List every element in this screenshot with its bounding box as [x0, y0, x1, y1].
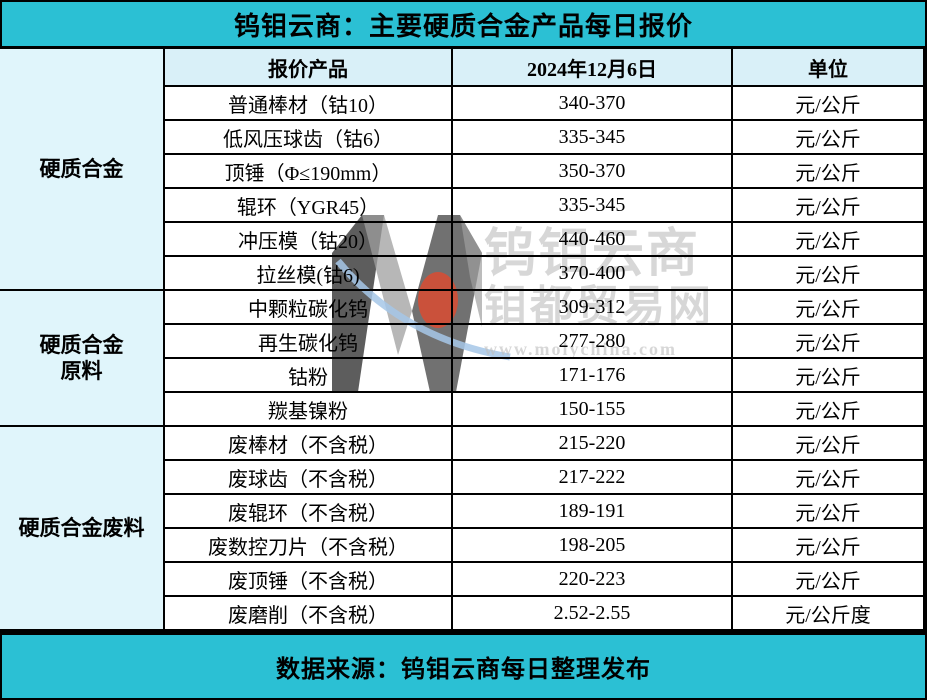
- price-cell: 2.52-2.55: [453, 597, 733, 631]
- price-cell: 309-312: [453, 291, 733, 325]
- product-cell: 普通棒材（钴10）: [165, 87, 453, 121]
- category-cell-raw-material: 硬质合金 原料: [0, 291, 165, 427]
- price-cell: 440-460: [453, 223, 733, 257]
- unit-cell: 元/公斤: [733, 257, 925, 291]
- product-cell: 钴粉: [165, 359, 453, 393]
- unit-cell: 元/公斤: [733, 291, 925, 325]
- unit-cell: 元/公斤: [733, 121, 925, 155]
- product-cell: 废数控刀片（不含税）: [165, 529, 453, 563]
- product-cell: 废辊环（不含税）: [165, 495, 453, 529]
- price-cell: 171-176: [453, 359, 733, 393]
- price-cell: 198-205: [453, 529, 733, 563]
- unit-cell: 元/公斤: [733, 189, 925, 223]
- column-header-date: 2024年12月6日: [453, 49, 733, 87]
- price-cell: 217-222: [453, 461, 733, 495]
- unit-cell: 元/公斤: [733, 359, 925, 393]
- price-cell: 150-155: [453, 393, 733, 427]
- product-cell: 再生碳化钨: [165, 325, 453, 359]
- product-cell: 冲压模（钴20）: [165, 223, 453, 257]
- unit-cell: 元/公斤: [733, 427, 925, 461]
- category-label-line2: 原料: [60, 359, 103, 383]
- unit-cell: 元/公斤: [733, 87, 925, 121]
- product-cell: 废顶锤（不含税）: [165, 563, 453, 597]
- unit-cell: 元/公斤度: [733, 597, 925, 631]
- category-cell-scrap: 硬质合金废料: [0, 427, 165, 631]
- price-cell: 277-280: [453, 325, 733, 359]
- price-cell: 370-400: [453, 257, 733, 291]
- product-cell: 拉丝模(钴6): [165, 257, 453, 291]
- unit-cell: 元/公斤: [733, 461, 925, 495]
- category-cell-carbide: 硬质合金: [0, 49, 165, 291]
- price-cell: 335-345: [453, 121, 733, 155]
- price-cell: 335-345: [453, 189, 733, 223]
- product-cell: 顶锤（Φ≤190mm）: [165, 155, 453, 189]
- price-cell: 189-191: [453, 495, 733, 529]
- price-cell: 340-370: [453, 87, 733, 121]
- unit-cell: 元/公斤: [733, 529, 925, 563]
- product-cell: 废棒材（不含税）: [165, 427, 453, 461]
- category-label: 硬质合金废料: [18, 515, 145, 540]
- product-cell: 废磨削（不含税）: [165, 597, 453, 631]
- unit-cell: 元/公斤: [733, 495, 925, 529]
- unit-cell: 元/公斤: [733, 155, 925, 189]
- column-header-product: 报价产品: [165, 49, 453, 87]
- product-cell: 废球齿（不含税）: [165, 461, 453, 495]
- product-cell: 低风压球齿（钴6）: [165, 121, 453, 155]
- price-cell: 215-220: [453, 427, 733, 461]
- category-label: 硬质合金: [39, 156, 124, 181]
- category-label: 硬质合金: [39, 332, 124, 357]
- data-source-banner: 数据来源：钨钼云商每日整理发布: [0, 633, 927, 700]
- column-header-unit: 单位: [733, 49, 925, 87]
- product-cell: 羰基镍粉: [165, 393, 453, 427]
- page-title: 钨钼云商：主要硬质合金产品每日报价: [0, 0, 927, 49]
- unit-cell: 元/公斤: [733, 563, 925, 597]
- price-cell: 350-370: [453, 155, 733, 189]
- price-cell: 220-223: [453, 563, 733, 597]
- price-table: 硬质合金 硬质合金 原料 硬质合金废料 报价产品 2024年12月6日 单位 普…: [0, 49, 927, 633]
- unit-cell: 元/公斤: [733, 325, 925, 359]
- unit-cell: 元/公斤: [733, 223, 925, 257]
- unit-cell: 元/公斤: [733, 393, 925, 427]
- product-cell: 辊环（YGR45）: [165, 189, 453, 223]
- product-cell: 中颗粒碳化钨: [165, 291, 453, 325]
